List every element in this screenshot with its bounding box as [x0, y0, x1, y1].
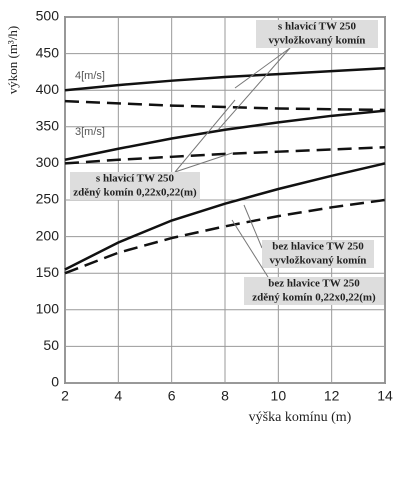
annotation-box	[244, 277, 384, 305]
line-series	[64, 198, 386, 275]
x-tick-label: 8	[221, 388, 229, 404]
y-tick-label: 100	[36, 301, 60, 317]
pointer-line	[217, 47, 291, 131]
y-tick-label: 250	[36, 191, 60, 207]
x-tick-label: 10	[271, 388, 287, 404]
y-tick-label: 50	[43, 337, 59, 353]
y-tick-label: 0	[51, 374, 59, 390]
x-axis-label: výška komínu (m)	[249, 410, 352, 425]
line-series	[64, 146, 386, 165]
x-tick-label: 4	[114, 388, 122, 404]
pointer-line	[174, 99, 236, 173]
annotation: s hlavicí TW 250	[96, 173, 175, 185]
annotation: bez hlavice TW 250	[268, 278, 360, 290]
y-axis-label: výkon (m³/h)	[5, 26, 20, 95]
annotation: 3[m/s]	[75, 126, 105, 138]
annotation: zděný komín 0,22x0,22(m)	[252, 292, 376, 304]
pointer-line	[234, 47, 291, 89]
pointer-line	[174, 152, 233, 173]
y-tick-label: 450	[36, 44, 60, 60]
line-series	[64, 109, 386, 161]
annotation-box	[70, 172, 200, 200]
pointer-line	[231, 219, 269, 278]
y-tick-label: 400	[36, 81, 60, 97]
line-series	[64, 162, 386, 271]
annotation: s hlavicí TW 250	[278, 21, 357, 33]
annotation: vyvložkovaný komín	[269, 35, 366, 47]
y-tick-label: 150	[36, 264, 60, 280]
x-tick-label: 2	[61, 388, 69, 404]
annotation-box	[262, 240, 374, 268]
y-tick-label: 350	[36, 118, 60, 134]
annotation: bez hlavice TW 250	[272, 241, 364, 253]
y-tick-label: 500	[36, 8, 60, 24]
x-tick-label: 6	[168, 388, 176, 404]
line-series	[64, 99, 386, 112]
annotation: vyvložkovaný komín	[270, 255, 367, 267]
annotation: zděný komín 0,22x0,22(m)	[73, 187, 197, 199]
x-tick-label: 12	[324, 388, 340, 404]
annotation-box	[256, 20, 378, 48]
line-series	[64, 66, 386, 92]
x-tick-label: 14	[377, 388, 393, 404]
pointer-line	[243, 204, 263, 249]
y-tick-label: 300	[36, 154, 60, 170]
annotation: 4[m/s]	[75, 70, 105, 82]
y-tick-label: 200	[36, 227, 60, 243]
